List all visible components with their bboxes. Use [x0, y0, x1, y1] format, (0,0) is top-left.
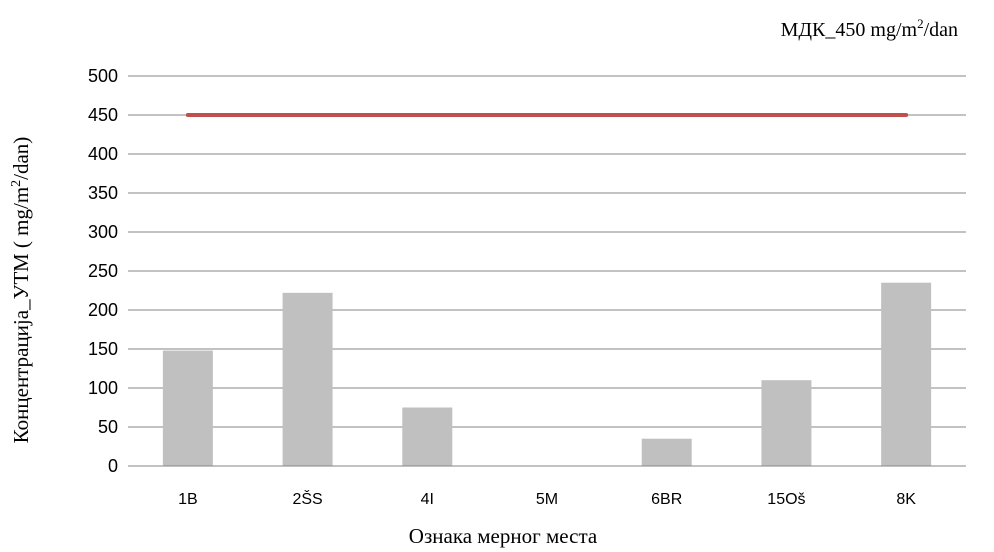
y-tick-label: 250	[88, 261, 118, 281]
y-axis-title: Концентрација_УТМ ( mg/m2/dan)	[9, 137, 33, 444]
x-tick-label: 2ŠS	[292, 489, 322, 508]
bars	[162, 282, 932, 466]
x-tick-label: 8K	[896, 491, 916, 508]
x-tick-label: 6BR	[651, 491, 682, 508]
x-axis-title: Ознака мерног места	[409, 524, 598, 548]
y-tick-label: 200	[88, 300, 118, 320]
gridlines	[128, 75, 966, 428]
bar	[162, 350, 213, 466]
bar	[402, 407, 453, 466]
bar	[282, 292, 333, 466]
x-tick-label: 15Oš	[767, 491, 805, 508]
y-tick-label: 400	[88, 144, 118, 164]
bar	[881, 282, 932, 466]
legend-label: МДК_450 mg/m2/dan	[781, 16, 958, 41]
bar	[641, 438, 692, 466]
x-tick-label: 1B	[178, 491, 198, 508]
y-tick-label: 100	[88, 378, 118, 398]
x-tick-label: 5M	[536, 491, 558, 508]
bar	[761, 380, 812, 466]
y-tick-label: 300	[88, 222, 118, 242]
y-tick-label: 350	[88, 183, 118, 203]
y-tick-label: 150	[88, 339, 118, 359]
x-tick-label: 4I	[421, 491, 434, 508]
y-tick-label: 500	[88, 66, 118, 86]
y-tick-label: 450	[88, 105, 118, 125]
y-tick-label: 0	[108, 456, 118, 476]
y-tick-label: 50	[98, 417, 118, 437]
x-tick-labels: 1B 2ŠS 4I 5M 6BR 15Oš 8K	[178, 489, 916, 508]
y-tick-labels: 0 50 100 150 200 250 300 350 400 450 500	[88, 66, 118, 476]
